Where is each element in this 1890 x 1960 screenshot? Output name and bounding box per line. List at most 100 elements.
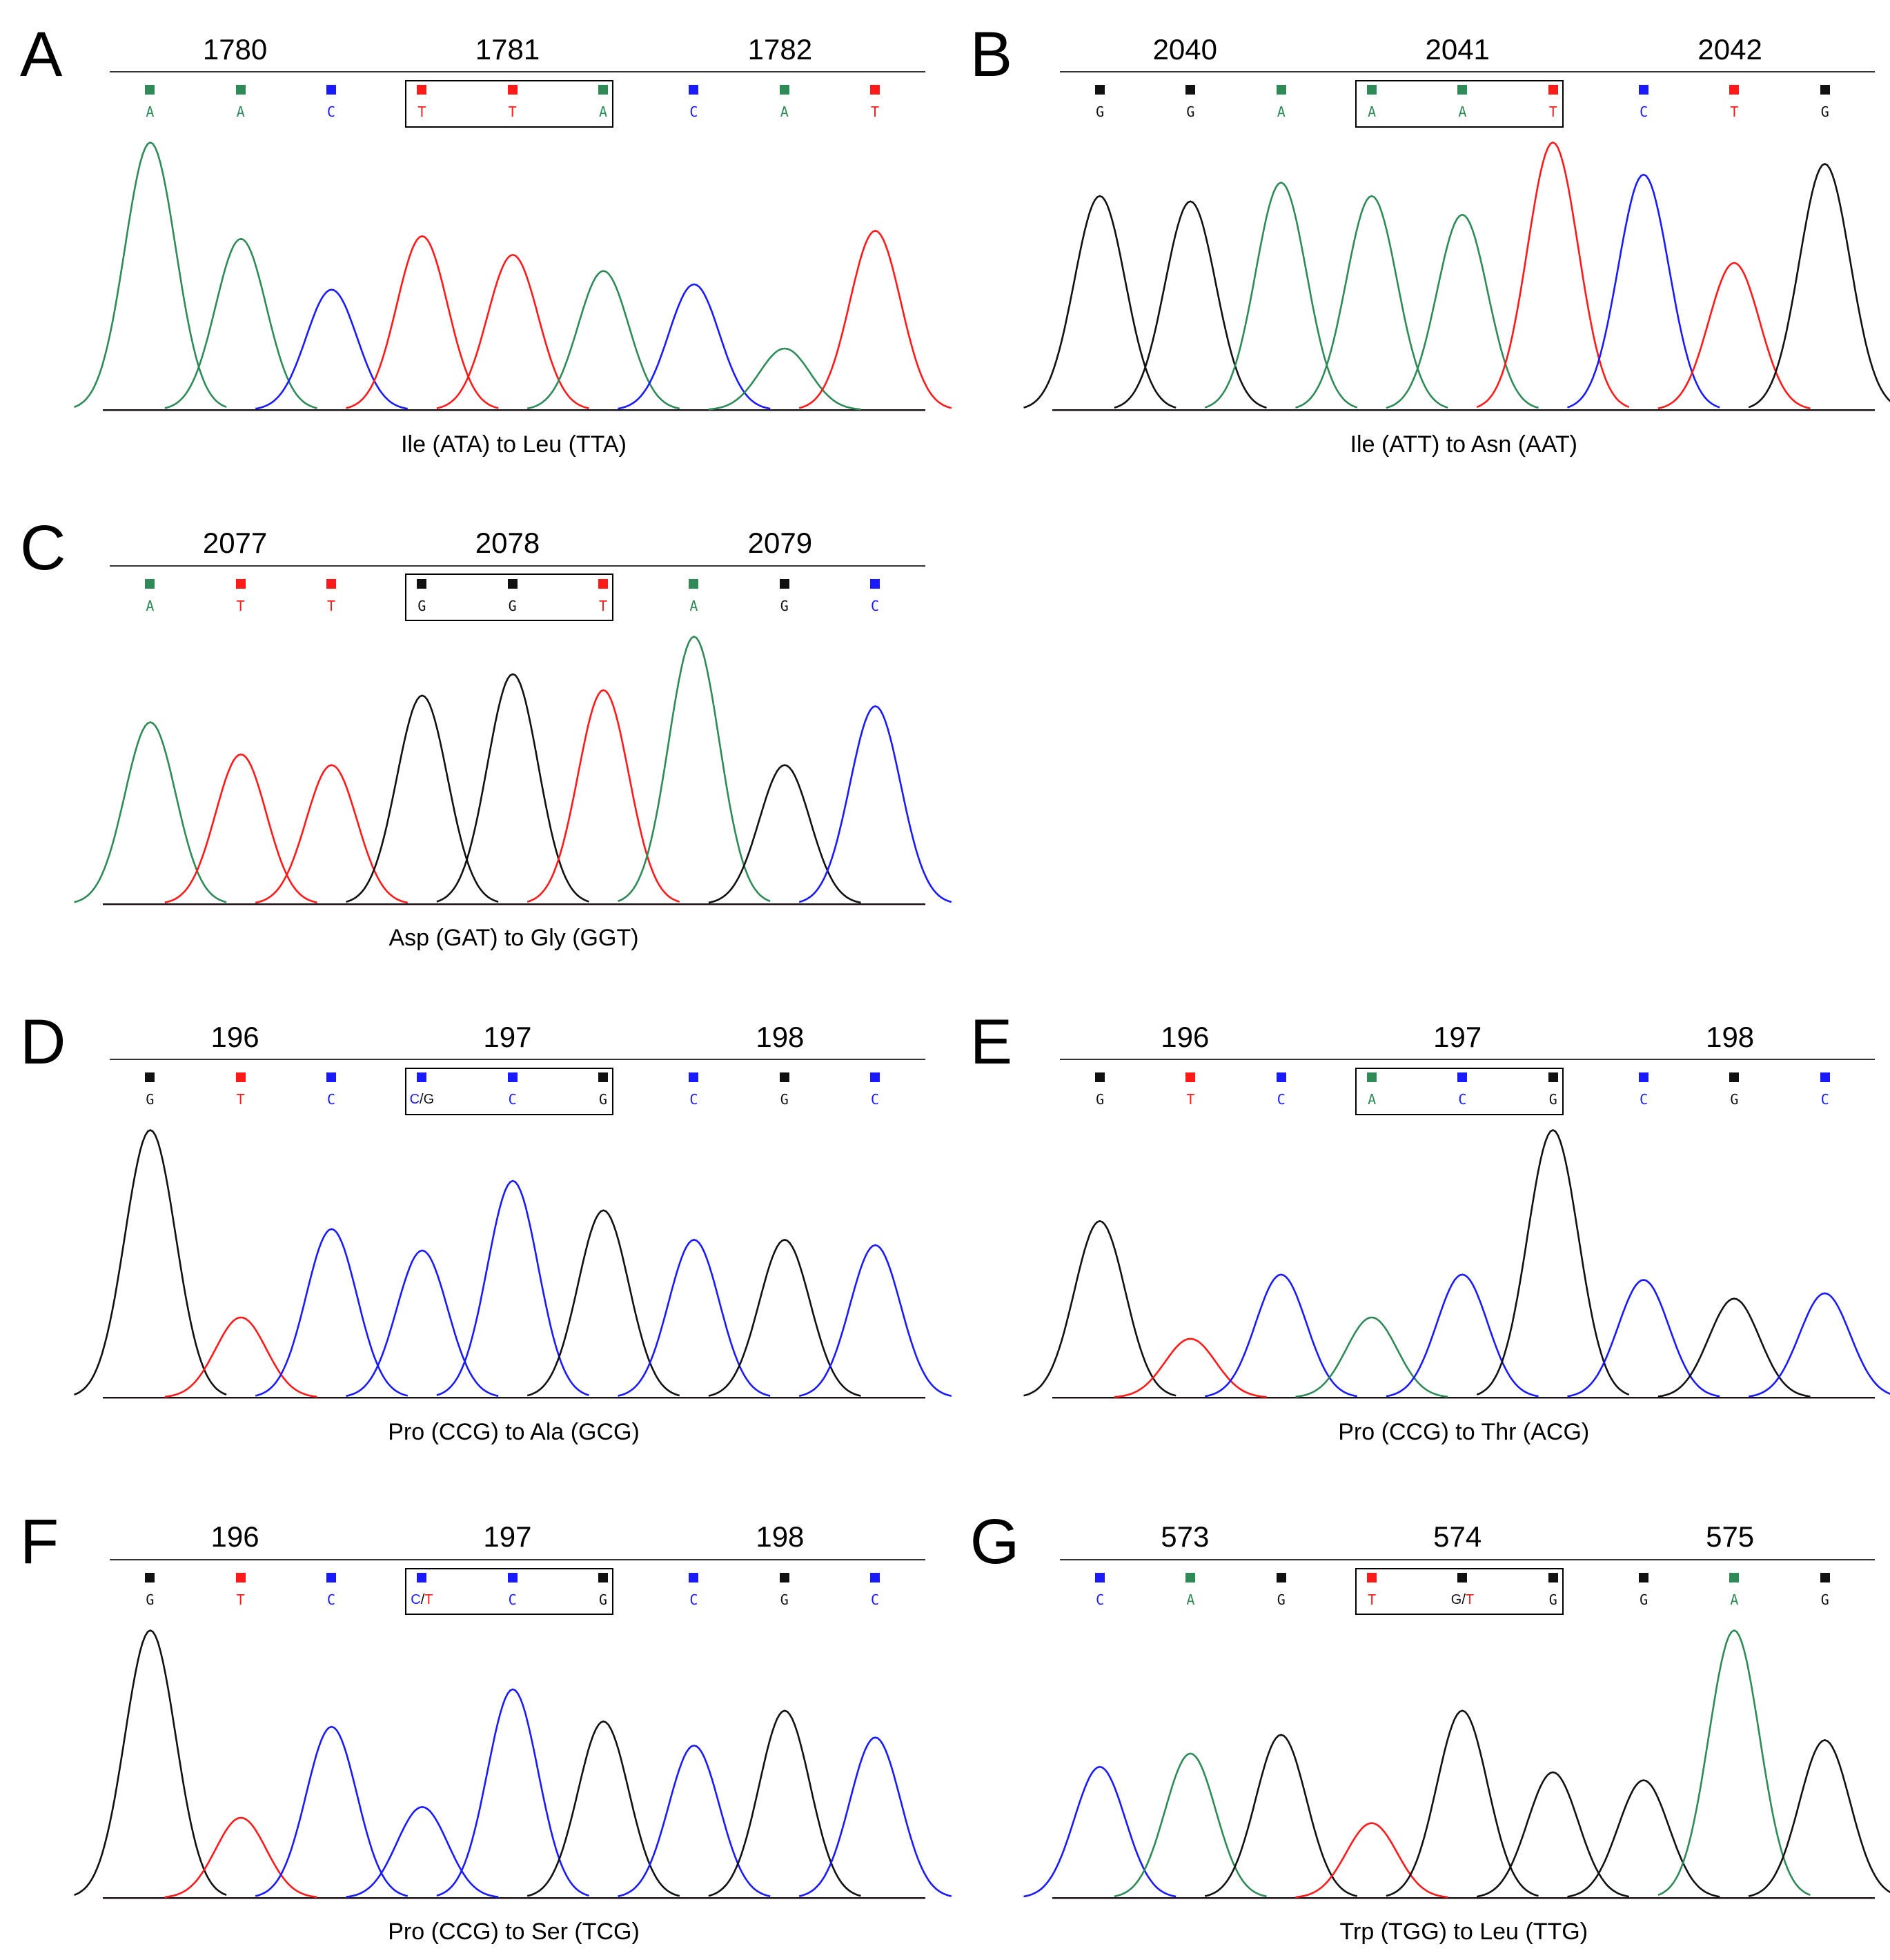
peak-t — [164, 1816, 317, 1898]
base-call: A — [1186, 1591, 1195, 1608]
base-quality-marker — [689, 1572, 699, 1582]
peak-a — [1657, 1629, 1811, 1896]
base-call: T — [1186, 1091, 1195, 1108]
peak-g — [1657, 1297, 1811, 1398]
peak-g — [1023, 195, 1177, 409]
base-call-primary: G — [1450, 1591, 1462, 1607]
base-quality-marker — [1729, 85, 1740, 95]
base-quality-marker — [598, 1572, 609, 1582]
peak-g — [1386, 1709, 1539, 1897]
peak-t — [345, 235, 499, 409]
base-quality-marker — [1639, 1572, 1649, 1582]
peak-a — [1295, 1316, 1448, 1398]
base-call: A — [780, 104, 789, 121]
peak-c — [1567, 1279, 1720, 1398]
base-call: A — [146, 104, 155, 121]
base-call-primary: C — [409, 1092, 420, 1108]
position-ruler — [1060, 1059, 1876, 1061]
base-quality-marker — [1367, 1572, 1377, 1582]
mutation-caption: Trp (TGG) to Leu (TTG) — [1339, 1919, 1588, 1946]
peak-a — [73, 141, 227, 409]
peak-c — [436, 1688, 589, 1897]
position-ruler — [110, 565, 925, 567]
base-call: G — [1096, 1091, 1105, 1108]
base-quality-marker — [326, 1072, 337, 1083]
base-call: C — [689, 104, 698, 121]
base-quality-marker — [1820, 1072, 1830, 1083]
base-quality-marker — [1276, 1572, 1286, 1582]
base-call: G — [146, 1591, 155, 1608]
base-call: C — [327, 104, 336, 121]
base-quality-marker — [1185, 1072, 1196, 1083]
peak-c — [345, 1805, 498, 1898]
peak-t — [1295, 1821, 1448, 1898]
base-quality-marker — [870, 85, 880, 95]
base-call-separator: / — [420, 1092, 424, 1108]
peak-a — [1386, 213, 1539, 409]
base-quality-marker — [1457, 85, 1468, 95]
base-quality-marker — [326, 578, 337, 589]
peak-g — [526, 1720, 680, 1897]
peak-c — [255, 288, 408, 410]
codon-number: 575 — [1706, 1520, 1755, 1554]
base-call: G — [146, 1091, 155, 1108]
chromatogram-trace — [73, 1129, 952, 1399]
chromatogram-trace — [1023, 1129, 1890, 1399]
base-call: C — [1640, 104, 1648, 121]
base-call: T — [236, 1091, 245, 1108]
base-quality-marker — [1639, 85, 1649, 95]
codon-number: 2040 — [1152, 32, 1218, 66]
position-ruler — [1060, 71, 1876, 73]
peak-g — [1114, 200, 1268, 409]
base-quality-marker — [598, 85, 609, 95]
position-ruler — [110, 1558, 925, 1560]
codon-number: 2042 — [1697, 32, 1762, 66]
peak-c — [1205, 1273, 1358, 1398]
base-call: G — [780, 1091, 789, 1108]
base-quality-marker — [779, 85, 789, 95]
base-call-secondary: T — [1465, 1591, 1475, 1607]
codon-number: 197 — [483, 1020, 532, 1053]
codon-number: 574 — [1433, 1520, 1482, 1554]
codon-number: 198 — [1706, 1020, 1755, 1053]
base-quality-marker — [145, 85, 155, 95]
base-call: A — [1277, 104, 1286, 121]
base-quality-marker — [1095, 1072, 1105, 1083]
chromatogram-trace — [1023, 1629, 1890, 1899]
base-quality-marker — [1548, 85, 1558, 95]
peak-c — [798, 1244, 952, 1398]
base-quality-marker — [1548, 1072, 1558, 1083]
peak-g — [708, 1239, 861, 1397]
peak-t — [1114, 1337, 1267, 1398]
base-call: G — [1730, 1091, 1739, 1108]
chromatogram-trace — [73, 635, 952, 905]
peak-t — [436, 253, 589, 409]
base-quality-marker — [145, 578, 155, 589]
base-call: C/T — [411, 1593, 433, 1607]
peak-c — [1749, 1292, 1890, 1398]
base-quality-marker — [1367, 1072, 1377, 1083]
peak-a — [526, 270, 680, 410]
mutated-codon-box — [404, 1068, 614, 1115]
base-call: A — [1368, 1091, 1377, 1108]
base-quality-marker — [1276, 1072, 1286, 1083]
panel-letter: C — [19, 513, 66, 584]
codon-number: 196 — [1161, 1020, 1210, 1053]
base-call: A — [146, 597, 155, 614]
base-call: C — [1277, 1091, 1286, 1108]
peak-t — [526, 689, 680, 903]
mutated-codon-box — [404, 79, 614, 128]
peak-c — [345, 1249, 499, 1398]
peak-g — [526, 1209, 680, 1397]
base-call: G/T — [1451, 1593, 1474, 1607]
peak-c — [436, 1179, 589, 1397]
base-quality-marker — [1639, 1072, 1649, 1083]
base-quality-marker — [870, 1572, 880, 1582]
base-call: G — [508, 597, 517, 614]
base-quality-marker — [1185, 1572, 1196, 1582]
peak-t — [798, 230, 952, 409]
codon-number: 2078 — [475, 527, 540, 560]
base-call: A — [1458, 104, 1467, 121]
peak-t — [164, 753, 317, 903]
